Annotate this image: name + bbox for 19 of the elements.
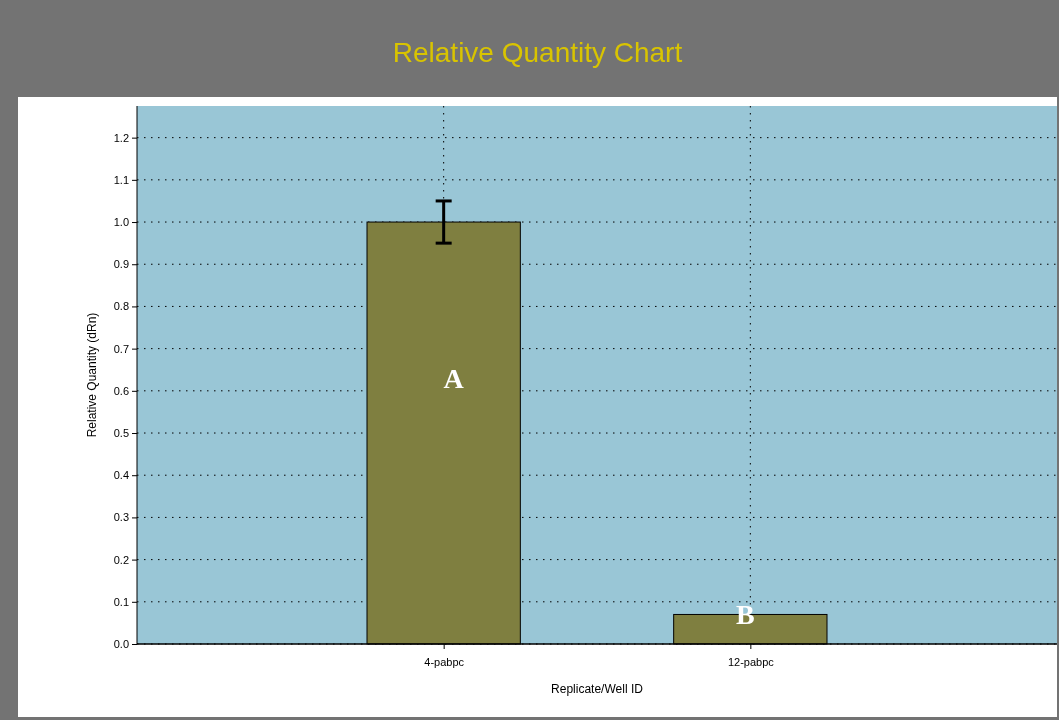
y-tick-label: 0.0	[113, 638, 129, 651]
annotation: A	[443, 362, 465, 394]
y-tick-label: 1.0	[113, 216, 129, 229]
y-axis-title: Relative Quantity (dRn)	[85, 312, 99, 438]
y-tick-label: 0.5	[113, 427, 129, 440]
chart-title: Relative Quantity Chart	[392, 37, 683, 68]
y-tick-label: 0.4	[113, 469, 129, 482]
x-axis-title: Replicate/Well ID	[551, 682, 644, 696]
y-tick-label: 1.2	[113, 131, 129, 144]
y-tick-label: 0.3	[113, 511, 129, 524]
y-tick-label: 0.1	[113, 595, 129, 608]
y-tick-label: 1.1	[113, 173, 129, 186]
y-tick-label: 0.8	[113, 300, 129, 313]
y-tick-label: 0.7	[113, 342, 129, 355]
y-tick-label: 0.6	[113, 384, 129, 397]
x-tick-label: 12-pabpc	[727, 656, 775, 669]
y-tick-label: 0.9	[113, 258, 129, 271]
x-tick-label: 4-pabpc	[424, 656, 465, 669]
y-tick-label: 0.2	[113, 553, 129, 566]
